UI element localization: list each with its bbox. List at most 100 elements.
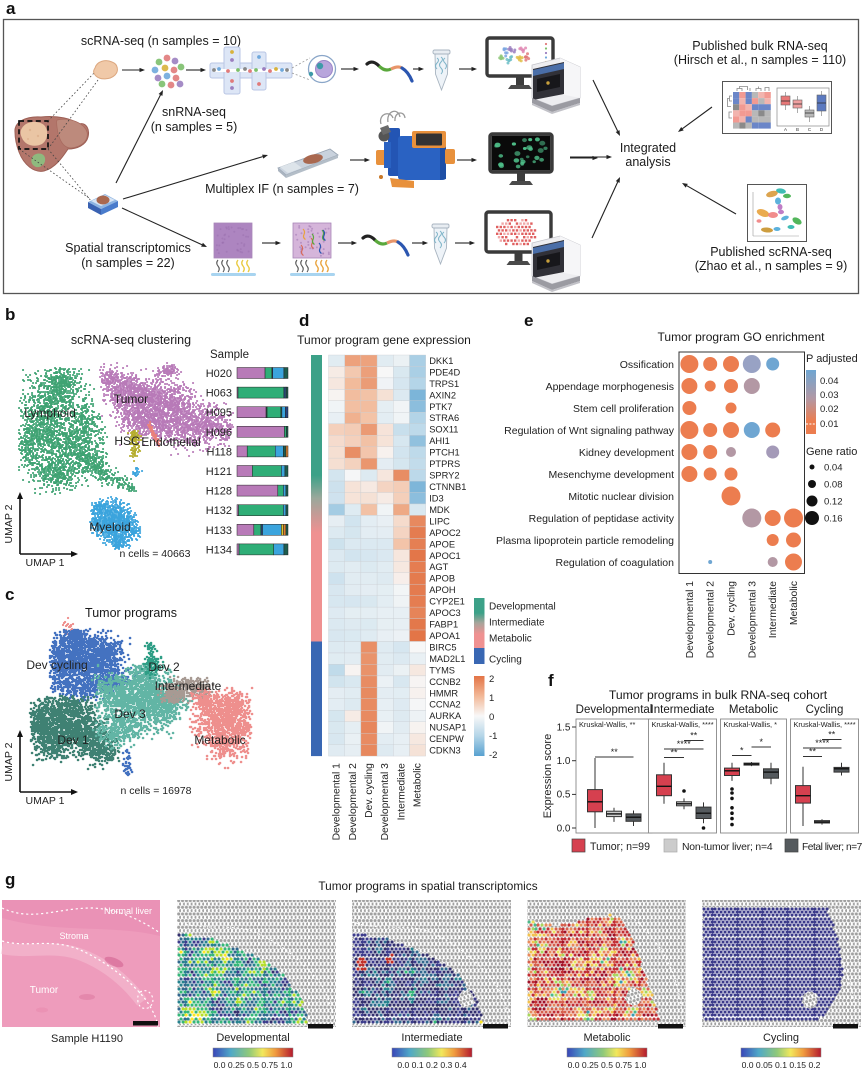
svg-text:e: e (524, 311, 533, 330)
svg-text:UMAP 1: UMAP 1 (26, 557, 65, 569)
svg-text:0: 0 (489, 712, 494, 723)
svg-text:0.01: 0.01 (820, 419, 839, 430)
svg-text:0.08: 0.08 (824, 480, 843, 491)
svg-text:0.16: 0.16 (824, 514, 843, 525)
svg-text:Developmental 2: Developmental 2 (348, 763, 359, 841)
svg-text:Ossification: Ossification (620, 359, 674, 371)
svg-text:Metabolic: Metabolic (789, 581, 800, 625)
svg-text:SPRY2: SPRY2 (429, 471, 459, 481)
svg-text:f: f (548, 671, 554, 690)
svg-text:Metabolic: Metabolic (413, 763, 424, 807)
svg-text:APOC1: APOC1 (429, 551, 461, 561)
svg-text:Endothelial: Endothelial (141, 435, 200, 449)
svg-text:Intermediate: Intermediate (155, 679, 222, 693)
svg-text:H063: H063 (206, 388, 232, 400)
svg-text:H133: H133 (206, 525, 232, 537)
svg-text:(Zhao et al., n samples = 9): (Zhao et al., n samples = 9) (695, 259, 848, 273)
svg-text:CCNB2: CCNB2 (429, 677, 461, 687)
svg-text:0.0: 0.0 (557, 823, 571, 834)
svg-text:HSC: HSC (114, 434, 140, 448)
svg-text:Developmental 2: Developmental 2 (706, 581, 717, 659)
svg-text:-1: -1 (489, 731, 497, 742)
svg-text:**: ** (828, 730, 836, 740)
svg-text:MAD2L1: MAD2L1 (429, 654, 465, 664)
svg-text:Metabolic: Metabolic (194, 733, 245, 747)
svg-text:Dev 1: Dev 1 (57, 733, 89, 747)
svg-text:APOH: APOH (429, 585, 455, 595)
svg-text:Cycling: Cycling (806, 704, 844, 716)
svg-text:Non-tumor liver; n=4: Non-tumor liver; n=4 (682, 842, 773, 853)
svg-text:b: b (5, 305, 15, 324)
svg-text:Kruskal-Wallis, ****: Kruskal-Wallis, **** (794, 720, 856, 729)
svg-text:Intermediate: Intermediate (489, 618, 545, 629)
svg-text:CDKN3: CDKN3 (429, 746, 461, 756)
svg-text:d: d (299, 311, 309, 330)
svg-text:0.0 0.25 0.5 0.75 1.0: 0.0 0.25 0.5 0.75 1.0 (568, 1060, 647, 1070)
svg-text:D: D (820, 127, 824, 132)
svg-text:Kidney development: Kidney development (579, 447, 674, 459)
svg-text:H118: H118 (207, 446, 232, 458)
svg-text:Tumor program gene expression: Tumor program gene expression (297, 333, 471, 347)
svg-text:0.5: 0.5 (557, 790, 571, 801)
svg-text:SOX11: SOX11 (429, 425, 458, 435)
svg-text:0.02: 0.02 (820, 404, 839, 415)
svg-text:H134: H134 (206, 544, 232, 556)
svg-text:a: a (6, 0, 16, 18)
svg-text:0.0 0.05 0.1 0.15 0.2: 0.0 0.05 0.1 0.15 0.2 (742, 1060, 821, 1070)
svg-text:Tumor; n=99: Tumor; n=99 (590, 841, 650, 853)
svg-text:Appendage morphogenesis: Appendage morphogenesis (546, 381, 674, 393)
svg-text:scRNA-seq clustering: scRNA-seq clustering (71, 333, 191, 347)
svg-text:APOC2: APOC2 (429, 528, 461, 538)
svg-text:Multiplex IF (n samples = 7): Multiplex IF (n samples = 7) (205, 182, 359, 196)
svg-text:H020: H020 (206, 368, 232, 380)
svg-text:Stroma: Stroma (59, 931, 88, 941)
svg-text:Tumor programs: Tumor programs (85, 606, 177, 620)
svg-text:Integrated: Integrated (620, 141, 676, 155)
svg-text:n cells = 16978: n cells = 16978 (121, 785, 192, 797)
svg-text:0.04: 0.04 (820, 376, 839, 387)
svg-text:Developmental 3: Developmental 3 (380, 763, 391, 841)
svg-text:**: ** (670, 748, 678, 758)
svg-text:Dev 3: Dev 3 (114, 707, 146, 721)
svg-text:1: 1 (489, 693, 494, 704)
svg-text:CENPW: CENPW (429, 734, 464, 744)
svg-text:NUSAP1: NUSAP1 (429, 723, 466, 733)
svg-text:A: A (784, 127, 787, 132)
svg-text:Fetal liver; n=7: Fetal liver; n=7 (802, 842, 863, 853)
svg-text:Regulation of Wnt signaling pa: Regulation of Wnt signaling pathway (504, 425, 675, 437)
svg-text:**: ** (809, 747, 817, 757)
svg-text:BIRC5: BIRC5 (429, 642, 456, 652)
svg-text:H096: H096 (206, 427, 232, 439)
svg-text:H128: H128 (206, 486, 232, 498)
svg-text:Plasma lipoprotein particle re: Plasma lipoprotein particle remodeling (496, 535, 674, 547)
svg-text:*: * (740, 746, 744, 756)
svg-text:Dev. cycling: Dev. cycling (364, 763, 375, 818)
svg-text:APOB: APOB (429, 574, 455, 584)
svg-text:Mesenchyme development: Mesenchyme development (549, 469, 675, 481)
svg-text:Stem cell proliferation: Stem cell proliferation (573, 403, 674, 415)
svg-text:(n samples = 22): (n samples = 22) (81, 256, 174, 270)
svg-text:Kruskal-Wallis, ****: Kruskal-Wallis, **** (652, 720, 714, 729)
svg-text:****: **** (815, 738, 830, 748)
svg-text:UMAP 2: UMAP 2 (3, 504, 15, 543)
svg-text:Tumor programs in spatial tran: Tumor programs in spatial transcriptomic… (318, 879, 537, 893)
svg-text:Regulation of peptidase activi: Regulation of peptidase activity (529, 513, 675, 525)
svg-text:1.0: 1.0 (557, 756, 571, 767)
svg-text:Kruskal-Wallis, *: Kruskal-Wallis, * (724, 720, 778, 729)
svg-text:Tumor: Tumor (30, 985, 59, 996)
svg-text:APOE: APOE (429, 539, 455, 549)
svg-text:Lymphoid: Lymphoid (24, 406, 76, 420)
svg-text:g: g (5, 870, 15, 889)
svg-text:Dev. cycling: Dev. cycling (727, 581, 738, 636)
svg-text:Dev 2: Dev 2 (148, 660, 180, 674)
svg-text:c: c (5, 585, 14, 604)
svg-text:TYMS: TYMS (429, 665, 455, 675)
svg-text:-2: -2 (489, 750, 497, 761)
svg-text:B: B (796, 127, 799, 132)
svg-text:analysis: analysis (625, 155, 670, 169)
svg-text:Intermediate: Intermediate (651, 704, 715, 716)
svg-text:Tumor: Tumor (114, 392, 148, 406)
svg-text:1.5: 1.5 (557, 722, 571, 733)
svg-text:Intermediate: Intermediate (768, 581, 779, 639)
svg-text:AURKA: AURKA (429, 711, 462, 721)
